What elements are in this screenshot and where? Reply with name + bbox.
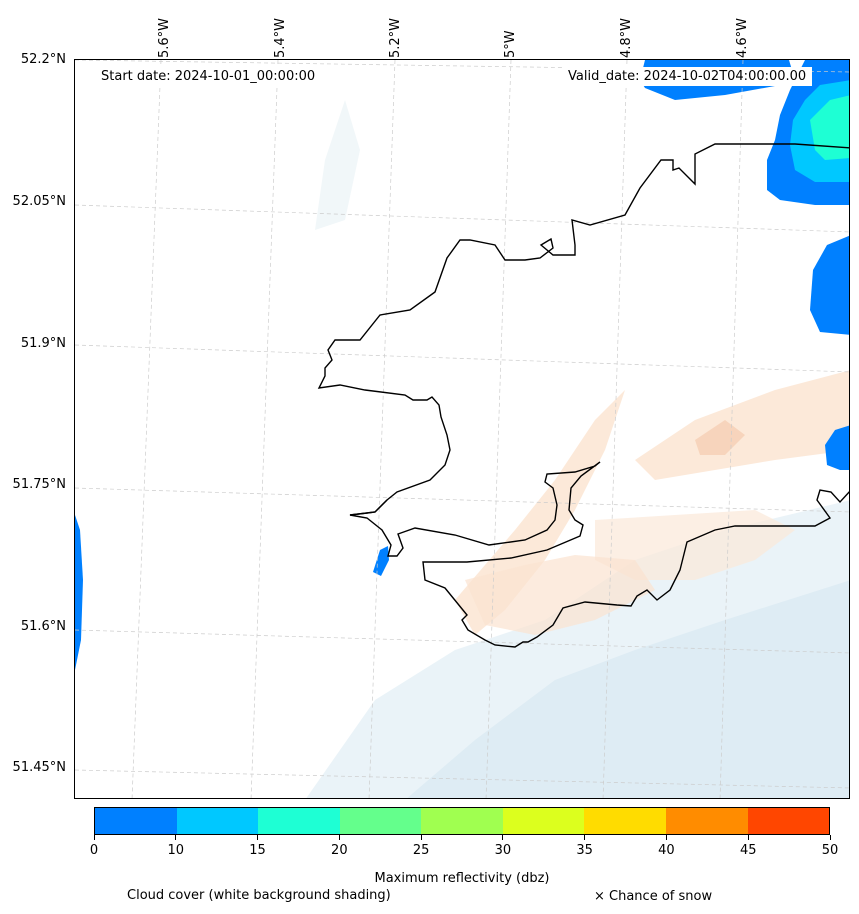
- colorbar-tick-label: 25: [412, 843, 430, 858]
- valid-date-label: Valid_date: 2024-10-02T04:00:00.00: [562, 67, 813, 86]
- colorbar-tick-mark: [420, 835, 422, 840]
- colorbar-tick-mark: [93, 835, 95, 840]
- colorbar-tick-label: 0: [89, 843, 99, 858]
- colorbar-title: Maximum reflectivity (dbz): [374, 871, 550, 886]
- colorbar-tick-mark: [829, 835, 831, 840]
- reflectivity-colorbar: [94, 807, 830, 835]
- map-canvas: [75, 60, 849, 798]
- lon-label: 4.6°W: [735, 17, 750, 58]
- colorbar-tick-label: 50: [821, 843, 839, 858]
- colorbar-tick-label: 35: [576, 843, 593, 858]
- cloud-cover-shading: [306, 100, 849, 798]
- colorbar-tick-label: 20: [331, 843, 348, 858]
- colorbar-segment: [421, 808, 503, 834]
- colorbar-tick-mark: [665, 835, 667, 840]
- lat-label: 52.05°N: [12, 194, 66, 209]
- colorbar-segment: [339, 808, 422, 834]
- lon-label: 5°W: [503, 30, 518, 58]
- colorbar-tick-mark: [747, 835, 749, 840]
- lon-label: 5.6°W: [157, 17, 172, 58]
- colorbar-tick-mark: [338, 835, 340, 840]
- lat-label: 51.75°N: [12, 477, 66, 492]
- lon-label: 4.8°W: [619, 17, 634, 58]
- colorbar-tick-label: 40: [658, 843, 675, 858]
- map-panel: [74, 59, 850, 799]
- colorbar-tick-label: 15: [249, 843, 266, 858]
- coastline: [317, 143, 849, 648]
- light-reflectivity-shading: [455, 370, 849, 635]
- colorbar-segment: [502, 808, 585, 834]
- lat-label: 51.9°N: [20, 336, 66, 351]
- lat-label: 51.45°N: [12, 760, 66, 775]
- graticule: [75, 60, 849, 798]
- colorbar-tick-label: 45: [739, 843, 757, 858]
- colorbar-segment: [95, 808, 177, 834]
- colorbar-tick-mark: [584, 835, 586, 840]
- lat-label: 51.6°N: [20, 619, 66, 634]
- colorbar-tick-mark: [502, 835, 504, 840]
- cloud-cover-note: Cloud cover (white background shading): [127, 888, 391, 903]
- lon-label: 5.2°W: [388, 17, 403, 58]
- colorbar-segment: [176, 808, 259, 834]
- lon-label: 5.4°W: [273, 17, 288, 58]
- colorbar-segment: [665, 808, 748, 834]
- colorbar-tick-label: 30: [494, 843, 512, 858]
- colorbar-segment: [584, 808, 666, 834]
- colorbar-tick-mark: [257, 835, 259, 840]
- snow-chance-note: × Chance of snow: [594, 889, 713, 904]
- start-date-label: Start date: 2024-10-01_00:00:00: [95, 67, 322, 86]
- colorbar-segment: [747, 808, 830, 834]
- lat-label: 52.2°N: [20, 52, 66, 67]
- colorbar-segment: [258, 808, 340, 834]
- colorbar-tick-mark: [175, 835, 177, 840]
- colorbar-tick-label: 10: [167, 843, 185, 858]
